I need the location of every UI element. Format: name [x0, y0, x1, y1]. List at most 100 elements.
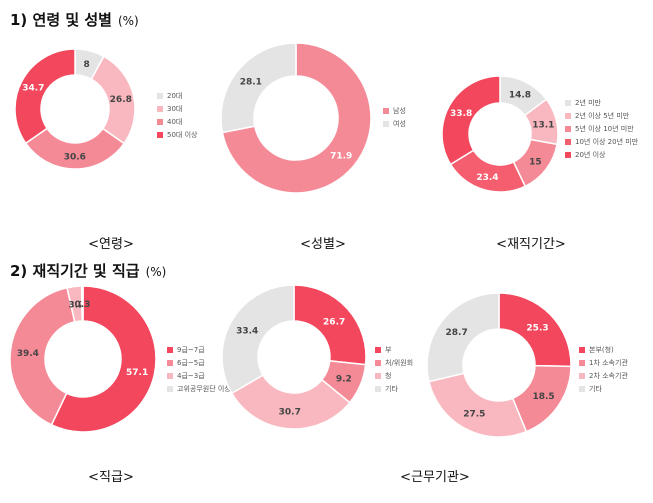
legend-swatch [375, 385, 381, 392]
chart-legend: 20대 30대 40대 50대 이상 [157, 89, 197, 141]
donut-chart-5: 25.3 18.5 27.5 28.7 [426, 292, 572, 438]
chart-legend: 본부(청) 1차 소속기관 2차 소속기관 기타 [579, 343, 628, 395]
legend-item: 20년 이상 [565, 148, 638, 161]
donut-value-label: 28.1 [240, 77, 262, 87]
donut-value-label: 30.6 [64, 152, 86, 162]
legend-label: 기타 [385, 384, 398, 393]
legend-label: 30대 [167, 104, 183, 113]
section-unit: (%) [145, 265, 167, 279]
donut-value-label: 57.1 [126, 368, 148, 378]
chart-legend: 부 처/위원회 청 기타 [375, 343, 413, 395]
section-unit: (%) [117, 14, 139, 28]
donut-value-label: 28.7 [446, 328, 468, 338]
legend-label: 9급~7급 [177, 345, 205, 354]
legend-swatch [579, 359, 585, 366]
legend-swatch [157, 105, 163, 112]
legend-item: 2년 이상 5년 미만 [565, 109, 638, 122]
legend-item: 50대 이상 [157, 128, 197, 141]
legend-item: 9급~7급 [167, 343, 231, 356]
donut-slice [428, 372, 528, 438]
legend-item: 20대 [157, 89, 197, 102]
legend-swatch [375, 359, 381, 366]
legend-item: 1차 소속기관 [579, 356, 628, 369]
donut-value-label: 34.7 [22, 84, 44, 94]
legend-item: 고위공무원단 이상 [167, 382, 231, 395]
legend-swatch [383, 120, 389, 127]
donut-slice [220, 42, 297, 134]
legend-swatch [157, 118, 163, 125]
donut-slice [24, 127, 126, 170]
legend-label: 본부(청) [589, 345, 614, 354]
chart-legend: 2년 미만 2년 이상 5년 미만 5년 이상 10년 미만 10년 이상 20년 미… [565, 96, 638, 161]
donut-value-label: 71.9 [330, 152, 352, 162]
donut-value-label: 25.3 [526, 324, 548, 334]
legend-swatch [579, 372, 585, 379]
donut-chart-4: 26.7 9.2 30.7 33.4 [221, 284, 367, 430]
legend-swatch [565, 112, 571, 119]
legend-swatch [167, 359, 173, 366]
legend-item: 40대 [157, 115, 197, 128]
legend-label: 2년 이상 5년 미만 [575, 111, 630, 120]
legend-label: 2년 미만 [575, 98, 601, 107]
legend-label: 6급~5급 [177, 358, 205, 367]
donut-slice [498, 292, 572, 368]
donut-slice [80, 285, 84, 322]
caption-gender: <성별> [300, 237, 346, 252]
legend-item: 기타 [579, 382, 628, 395]
donut-slice [426, 292, 500, 383]
legend-label: 1차 소속기관 [589, 358, 628, 367]
legend-label: 10년 이상 20년 미만 [575, 137, 639, 146]
legend-item: 여성 [383, 117, 406, 130]
donut-chart-3: 57.1 39.4 3.20.3 [9, 285, 157, 433]
donut-chart-2: 14.8 13.1 15 23.4 33.8 [441, 75, 559, 193]
legend-swatch [157, 131, 163, 138]
legend-swatch [167, 346, 173, 353]
legend-swatch [167, 372, 173, 379]
legend-item: 4급~3급 [167, 369, 231, 382]
legend-label: 50대 이상 [167, 130, 198, 139]
donut-slice [441, 75, 501, 166]
donut-value-label: 0.3 [75, 300, 91, 310]
legend-item: 2년 미만 [565, 96, 638, 109]
donut-value-label: 33.8 [450, 109, 472, 119]
legend-item: 처/위원회 [375, 356, 413, 369]
donut-value-label: 15 [529, 157, 542, 167]
legend-swatch [375, 346, 381, 353]
donut-slice [50, 285, 157, 433]
legend-item: 2차 소속기관 [579, 369, 628, 382]
legend-item: 10년 이상 20년 미만 [565, 135, 638, 148]
section-title-text: 1) 연령 및 성별 [10, 11, 112, 29]
donut-value-label: 30.7 [279, 407, 301, 417]
legend-label: 고위공무원단 이상 [177, 384, 231, 393]
donut-chart-0: 8 26.8 30.6 34.7 [14, 48, 136, 170]
legend-item: 6급~5급 [167, 356, 231, 369]
legend-swatch [565, 138, 571, 145]
donut-value-label: 26.8 [110, 95, 132, 105]
donut-slice [9, 286, 76, 426]
legend-swatch [565, 99, 571, 106]
legend-label: 20대 [167, 91, 183, 100]
donut-slice [230, 374, 351, 430]
caption-age: <연령> [88, 237, 134, 252]
donut-value-label: 18.5 [532, 392, 554, 402]
legend-label: 40대 [167, 117, 183, 126]
donut-value-label: 23.4 [476, 173, 498, 183]
donut-value-label: 8 [84, 60, 90, 70]
legend-item: 30대 [157, 102, 197, 115]
donut-value-label: 27.5 [463, 410, 485, 420]
caption-tenure: <재직기간> [496, 237, 566, 252]
donut-chart-1: 71.9 28.1 [220, 42, 372, 194]
legend-item: 남성 [383, 104, 406, 117]
legend-swatch [157, 92, 163, 99]
donut-slice [221, 284, 295, 395]
legend-label: 남성 [393, 106, 406, 115]
donut-value-label: 39.4 [17, 349, 39, 359]
legend-label: 5년 이상 10년 미만 [575, 124, 634, 133]
legend-swatch [565, 151, 571, 158]
legend-item: 부 [375, 343, 413, 356]
legend-label: 20년 이상 [575, 150, 606, 159]
legend-item: 본부(청) [579, 343, 628, 356]
donut-slice [14, 48, 76, 145]
legend-label: 부 [385, 345, 392, 354]
